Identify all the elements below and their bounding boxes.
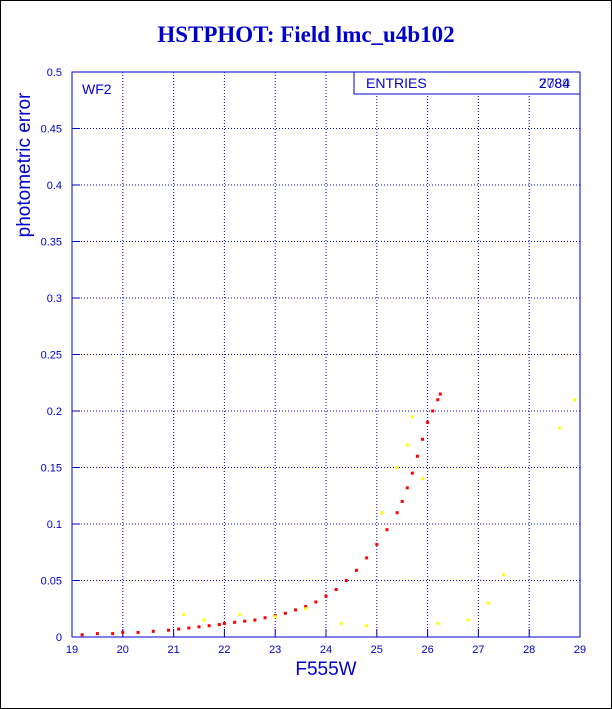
data-point — [410, 471, 414, 475]
data-point — [380, 511, 384, 515]
data-point — [573, 398, 577, 402]
stats-value-1: 2784 — [539, 75, 570, 91]
x-tick-label: 26 — [421, 644, 433, 656]
data-point — [334, 588, 338, 592]
data-point — [222, 621, 226, 625]
x-tick-label: 20 — [117, 644, 129, 656]
data-point — [233, 620, 237, 624]
x-tick-label: 24 — [320, 644, 332, 656]
x-tick-label: 28 — [523, 644, 535, 656]
data-point — [304, 607, 308, 611]
data-point — [405, 443, 409, 447]
data-point — [466, 618, 470, 622]
data-point — [202, 618, 206, 622]
data-points — [80, 392, 577, 637]
data-point — [177, 627, 181, 631]
y-tick-label: 0.05 — [41, 576, 62, 588]
y-tick-label: 0.1 — [47, 519, 62, 531]
data-point — [243, 619, 247, 623]
data-point — [400, 499, 404, 503]
data-point — [182, 612, 186, 616]
data-point — [415, 454, 419, 458]
y-tick-label: 0.5 — [47, 67, 62, 79]
data-point — [339, 621, 343, 625]
data-point — [111, 632, 115, 636]
y-axis-label: photometric error — [14, 92, 35, 237]
stats-value-2: 7089 — [539, 75, 570, 91]
data-point — [405, 486, 409, 490]
x-tick-label: 21 — [167, 644, 179, 656]
data-point — [436, 621, 440, 625]
data-point — [426, 420, 430, 424]
data-point — [314, 600, 318, 604]
y-tick-label: 0.45 — [41, 124, 62, 136]
data-point — [487, 601, 491, 605]
data-point — [375, 542, 379, 546]
x-axis-label: F555W — [295, 659, 356, 680]
y-tick-label: 0.15 — [41, 463, 62, 475]
data-point — [273, 615, 277, 619]
data-point — [395, 511, 399, 515]
data-point — [365, 624, 369, 628]
stats-box: ENTRIES 2784 7089 — [353, 71, 581, 95]
data-point — [431, 409, 435, 413]
panel-label: WF2 — [82, 81, 112, 97]
data-point — [95, 632, 99, 636]
y-tick-label: 0.2 — [47, 406, 62, 418]
chart-title: HSTPHOT: Field lmc_u4b102 — [157, 22, 455, 47]
data-point — [324, 594, 328, 598]
y-tick-label: 0.35 — [41, 237, 62, 249]
data-point — [294, 608, 298, 612]
data-point — [558, 426, 562, 430]
x-tick-label: 25 — [371, 644, 383, 656]
y-tick-label: 0.3 — [47, 293, 62, 305]
x-tick-label: 22 — [218, 644, 230, 656]
data-point — [136, 630, 140, 634]
data-point — [421, 477, 425, 481]
grid — [71, 71, 581, 638]
ticks: 19 20 21 22 23 24 25 26 27 28 29 0 0.05 0.1 0.15 0.2 0.2… — [41, 67, 587, 656]
data-point — [121, 630, 125, 634]
data-point — [304, 604, 308, 608]
data-point — [238, 612, 242, 616]
data-point — [365, 556, 369, 560]
y-tick-label: 0 — [56, 632, 62, 644]
data-point — [80, 633, 84, 637]
x-tick-label: 27 — [472, 644, 484, 656]
x-tick-label: 29 — [574, 644, 586, 656]
data-point — [283, 611, 287, 615]
data-point — [197, 625, 201, 629]
data-point — [410, 415, 414, 419]
data-point — [344, 579, 348, 582]
data-point — [438, 392, 442, 396]
data-point — [385, 528, 389, 532]
data-point — [187, 626, 191, 630]
y-tick-label: 0.25 — [41, 350, 62, 362]
data-point — [421, 437, 425, 441]
data-point — [253, 618, 257, 622]
data-point — [502, 573, 506, 577]
data-point — [217, 623, 221, 627]
data-point — [395, 466, 399, 469]
x-tick-label: 19 — [66, 644, 78, 656]
data-point — [354, 568, 358, 572]
x-tick-label: 23 — [269, 644, 281, 656]
stats-entries-label: ENTRIES — [366, 75, 427, 91]
data-point — [263, 616, 267, 620]
y-tick-label: 0.4 — [47, 180, 62, 192]
data-point — [207, 624, 211, 628]
data-point — [167, 628, 171, 632]
data-point — [151, 629, 155, 633]
data-point — [436, 398, 440, 402]
